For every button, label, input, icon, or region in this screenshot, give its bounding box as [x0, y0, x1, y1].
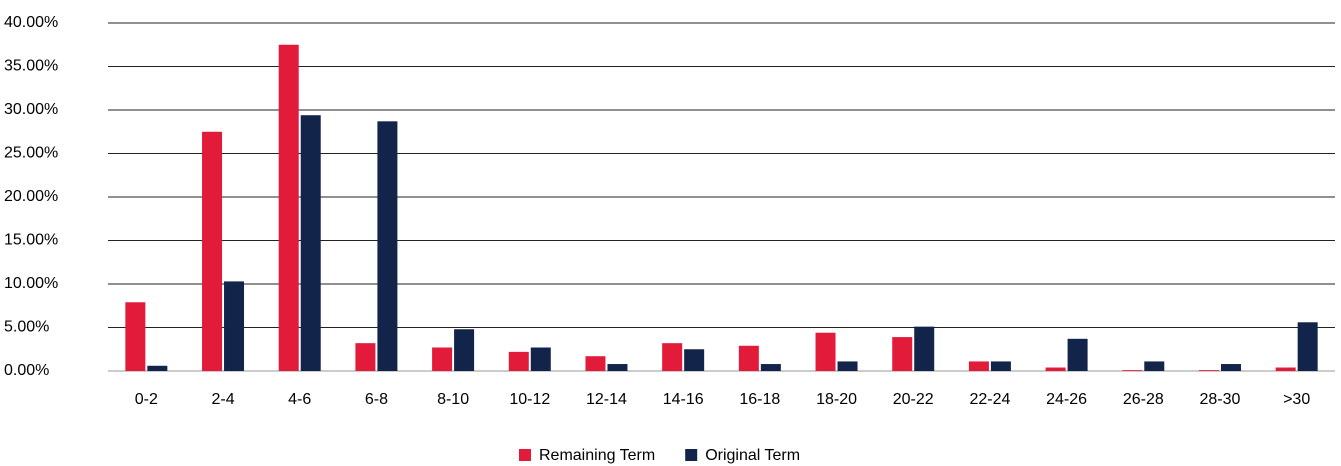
bar: [278, 44, 299, 371]
bar: [1045, 367, 1066, 371]
bar: [837, 361, 858, 371]
legend-swatch: [685, 449, 698, 461]
x-tick-label: 8-10: [437, 391, 469, 408]
x-tick-label: 2-4: [211, 391, 234, 408]
x-tick-label: 26-28: [1123, 391, 1164, 408]
y-tick-label: 35.00%: [4, 58, 58, 75]
x-tick-label: 4-6: [288, 391, 311, 408]
x-tick-label: 14-16: [663, 391, 704, 408]
bar: [530, 347, 551, 371]
bar: [662, 343, 683, 371]
bar: [125, 302, 146, 371]
bar: [147, 365, 168, 371]
bar: [990, 361, 1011, 371]
x-tick-label: >30: [1283, 391, 1310, 408]
x-tick-label: 16-18: [739, 391, 780, 408]
x-tick-label: 24-26: [1046, 391, 1087, 408]
bar: [454, 329, 475, 371]
bar: [508, 351, 529, 371]
bar: [300, 115, 321, 371]
y-tick-label: 0.00%: [4, 362, 49, 379]
y-tick-label: 20.00%: [4, 188, 58, 205]
bar: [1122, 370, 1143, 371]
y-tick-label: 25.00%: [4, 145, 58, 162]
legend-label: Original Term: [705, 447, 800, 464]
bar: [607, 364, 628, 371]
x-tick-label: 18-20: [816, 391, 857, 408]
bar: [1198, 370, 1219, 371]
y-tick-label: 40.00%: [4, 14, 58, 31]
bar: [684, 349, 705, 371]
bar: [1275, 367, 1296, 371]
bar: [815, 332, 836, 371]
bar: [1220, 364, 1241, 371]
y-tick-label: 5.00%: [4, 319, 49, 336]
y-tick-label: 15.00%: [4, 232, 58, 249]
legend-label: Remaining Term: [539, 447, 655, 464]
bar: [968, 361, 989, 371]
bar: [432, 347, 453, 371]
bar: [224, 281, 245, 371]
bar: [760, 364, 781, 371]
x-tick-label: 0-2: [135, 391, 158, 408]
bar: [892, 337, 913, 371]
bar: [377, 121, 398, 371]
x-tick-label: 20-22: [893, 391, 934, 408]
bar: [1297, 322, 1318, 371]
bar: [202, 131, 223, 371]
legend-swatch: [519, 449, 531, 461]
bar: [355, 343, 376, 371]
y-tick-label: 10.00%: [4, 275, 58, 292]
x-tick-label: 22-24: [969, 391, 1010, 408]
x-tick-label: 10-12: [509, 391, 550, 408]
x-tick-label: 12-14: [586, 391, 627, 408]
bar: [738, 345, 759, 371]
bar: [914, 326, 935, 371]
bar: [1067, 338, 1088, 371]
y-tick-label: 30.00%: [4, 101, 58, 118]
x-tick-label: 6-8: [365, 391, 388, 408]
bar: [1144, 361, 1165, 371]
bar: [585, 356, 606, 371]
x-tick-label: 28-30: [1200, 391, 1241, 408]
